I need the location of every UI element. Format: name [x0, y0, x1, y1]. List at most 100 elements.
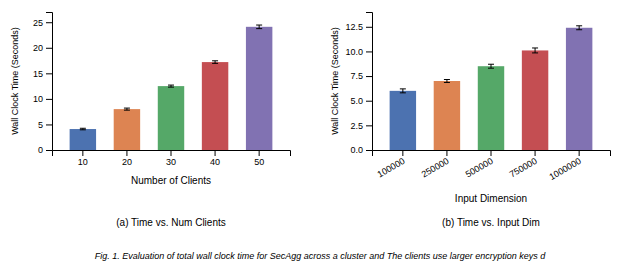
tick-mark [46, 48, 52, 49]
error-bar [168, 85, 174, 87]
error-cap [124, 108, 130, 109]
axis-line [373, 151, 611, 157]
error-bar [532, 48, 538, 53]
error-cap [400, 88, 406, 89]
tick-label: 10 [33, 94, 43, 104]
tick: 100000 [376, 150, 407, 179]
bar [246, 27, 272, 150]
bar [434, 81, 460, 150]
tick-mark [366, 76, 372, 77]
panel-caption: (b) Time vs. Input Dim [442, 217, 540, 228]
tick-label: 7.5 [350, 71, 363, 81]
tick: 50 [254, 150, 264, 167]
bar [566, 28, 592, 150]
tick-label: 750000 [508, 156, 539, 180]
tick-mark [259, 150, 260, 156]
error-line [491, 64, 492, 68]
tick: 250000 [420, 150, 451, 179]
plot-area [70, 25, 273, 150]
tick: 25 [33, 18, 52, 28]
tick: 0 [38, 145, 52, 155]
tick-mark [402, 150, 403, 156]
error-bar [444, 80, 450, 83]
panel: 10203040500510152025Number of ClientsWal… [10, 13, 291, 229]
error-bar [124, 108, 130, 110]
error-line [402, 89, 403, 93]
error-line [535, 48, 536, 53]
bar [202, 62, 228, 150]
tick-mark [366, 27, 372, 28]
y-axis-title: Wall Clock Time (Seconds) [10, 27, 20, 135]
panel-caption: (a) Time vs. Num Clients [116, 217, 225, 228]
tick-label: 20 [33, 43, 43, 53]
error-cap [488, 68, 494, 69]
tick-mark [171, 150, 172, 156]
tick: 10 [78, 150, 88, 167]
x-axis: 10 20 30 40 50 [53, 150, 291, 167]
error-cap [444, 82, 450, 83]
error-bar [576, 26, 582, 30]
error-cap [212, 60, 218, 61]
tick-label: 50 [254, 157, 264, 167]
chart-svg: 10203040500510152025Number of ClientsWal… [0, 0, 640, 267]
tick: 10 [33, 94, 52, 104]
tick-mark [46, 99, 52, 100]
tick: 2.5 [350, 121, 372, 131]
tick: 12.5 [345, 22, 372, 32]
tick-mark [535, 150, 536, 156]
tick-mark [366, 150, 372, 151]
tick: 750000 [508, 150, 539, 179]
error-cap [532, 47, 538, 48]
tick-label: 0.0 [350, 145, 363, 155]
error-cap [444, 79, 450, 80]
tick-label: 2.5 [350, 121, 363, 131]
tick-label: 500000 [464, 156, 495, 180]
tick-mark [82, 150, 83, 156]
error-cap [168, 87, 174, 88]
bar [70, 129, 96, 150]
bar [114, 109, 140, 150]
tick: 10.0 [345, 47, 372, 57]
panel: 100000 250000 500000 750000 1000000 0.0 2.5 5.0… [330, 13, 611, 229]
error-cap [212, 63, 218, 64]
axis-line [366, 13, 373, 151]
tick-mark [46, 124, 52, 125]
tick: 0.0 [350, 145, 372, 155]
tick-label: 30 [166, 157, 176, 167]
error-bar [256, 25, 262, 29]
axis-line [53, 151, 291, 157]
error-cap [488, 64, 494, 65]
plot-area [390, 26, 593, 150]
tick: 7.5 [350, 71, 372, 81]
error-cap [124, 110, 130, 111]
tick-label: 250000 [420, 156, 451, 180]
error-bar [212, 61, 218, 64]
x-axis-title: Input Dimension [455, 193, 527, 204]
tick-label: 0 [38, 145, 43, 155]
error-bar [488, 64, 494, 68]
bar [390, 91, 416, 150]
error-cap [256, 25, 262, 26]
error-cap [576, 25, 582, 26]
tick: 1000000 [548, 150, 583, 182]
tick: 5.0 [350, 96, 372, 106]
y-axis: 0.0 2.5 5.0 7.5 10.0 12.5 [345, 13, 372, 156]
error-cap [532, 52, 538, 53]
x-axis-title: Number of Clients [131, 175, 211, 186]
tick: 40 [210, 150, 220, 167]
tick-label: 12.5 [345, 22, 363, 32]
tick-label: 20 [122, 157, 132, 167]
axis-line [46, 13, 53, 151]
tick-label: 25 [33, 18, 43, 28]
tick-mark [46, 73, 52, 74]
tick: 30 [166, 150, 176, 167]
tick: 5 [38, 120, 52, 130]
tick-mark [126, 150, 127, 156]
error-line [579, 26, 580, 30]
figure-caption: Fig. 1. Evaluation of total wall clock t… [95, 251, 547, 261]
bar [158, 86, 184, 150]
error-line [259, 25, 260, 29]
tick-mark [366, 125, 372, 126]
tick: 20 [33, 43, 52, 53]
error-cap [400, 92, 406, 93]
